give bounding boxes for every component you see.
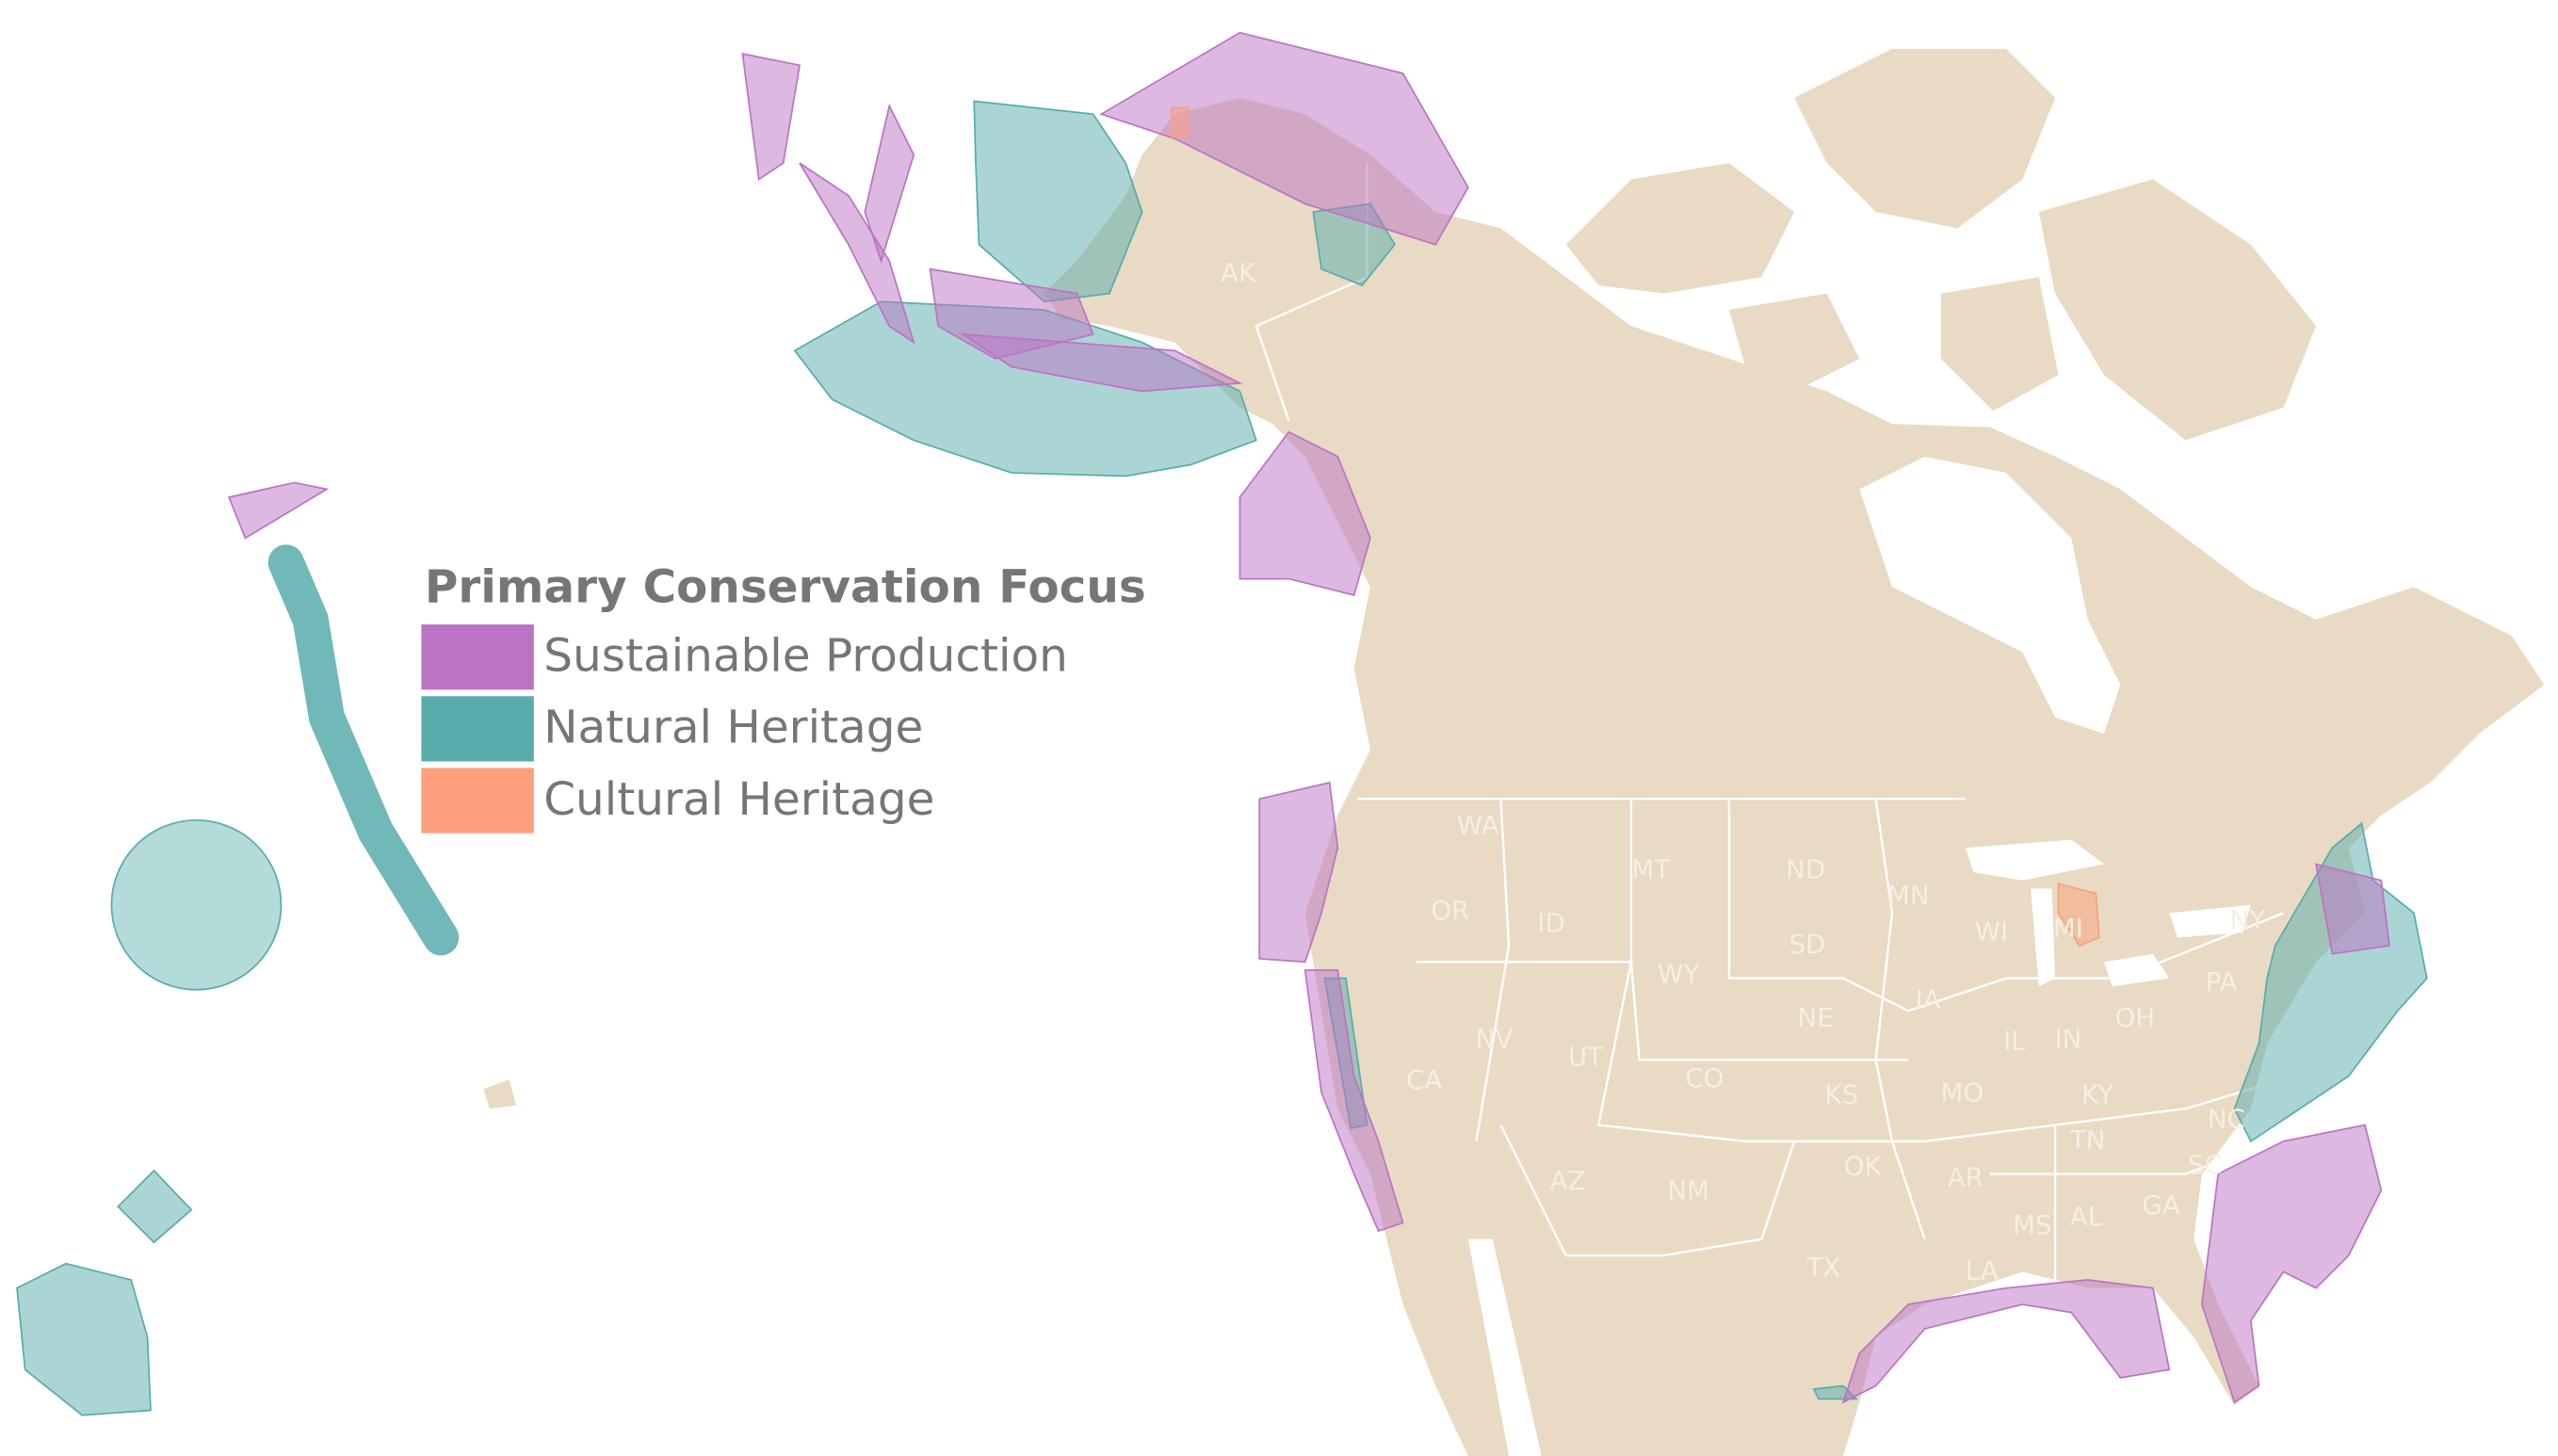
conservation-area bbox=[1239, 430, 1371, 596]
border bbox=[1596, 799, 1925, 1143]
conservation-area bbox=[973, 100, 1143, 303]
state-label: MS bbox=[2013, 1209, 2051, 1240]
conservation-area bbox=[2201, 1124, 2383, 1404]
state-label: ID bbox=[1537, 908, 1565, 939]
conservation-area bbox=[16, 1262, 152, 1416]
landmass bbox=[1728, 293, 1860, 392]
water bbox=[1859, 456, 2121, 735]
state-label: SC bbox=[2188, 1149, 2223, 1180]
state-label: MN bbox=[1887, 880, 1930, 911]
legend-swatch bbox=[421, 696, 534, 762]
state-label: WA bbox=[1457, 810, 1499, 841]
border bbox=[1475, 799, 1511, 1142]
landmass bbox=[483, 1079, 516, 1109]
border bbox=[1874, 799, 1926, 1240]
conservation-area bbox=[117, 1169, 193, 1244]
legend: Primary Conservation Focus Sustainable P… bbox=[421, 561, 1146, 833]
state-label: AZ bbox=[1549, 1165, 1585, 1196]
state-label: AL bbox=[2070, 1201, 2103, 1232]
legend-label: Sustainable Production bbox=[543, 629, 1068, 682]
state-label: TN bbox=[2069, 1124, 2106, 1156]
conservation-area bbox=[799, 162, 915, 345]
state-label: CO bbox=[1685, 1062, 1724, 1093]
state-label: AR bbox=[1948, 1162, 1983, 1193]
landmass bbox=[1565, 163, 1795, 294]
water bbox=[2031, 888, 2056, 987]
state-label: SD bbox=[1789, 929, 1825, 960]
conservation-area bbox=[741, 53, 801, 181]
legend-swatch bbox=[421, 768, 534, 833]
conservation-area bbox=[110, 818, 283, 991]
state-label: NV bbox=[1476, 1024, 1514, 1055]
state-label: NC bbox=[2208, 1103, 2245, 1134]
conservation-area bbox=[864, 103, 915, 264]
state-label: TX bbox=[1805, 1252, 1840, 1283]
border bbox=[1499, 1124, 1796, 1257]
border bbox=[1727, 799, 2007, 1012]
legend-label: Natural Heritage bbox=[543, 702, 923, 754]
landmass bbox=[1940, 277, 2059, 412]
state-label: NY bbox=[2230, 904, 2266, 935]
state-label: KS bbox=[1824, 1078, 1858, 1109]
landmass bbox=[1794, 48, 2056, 229]
border bbox=[1924, 1083, 2268, 1143]
state-label: GA bbox=[2142, 1189, 2179, 1221]
conservation-area bbox=[227, 481, 330, 540]
conservation-area bbox=[1303, 969, 1404, 1233]
state-label: MO bbox=[1941, 1077, 1984, 1108]
state-labels: AK WA OR ID MT ND MN SD WY WI MI NY PA IA NE NV UT CO IL IN… bbox=[1221, 257, 2265, 1286]
state-label: LA bbox=[1966, 1254, 1999, 1286]
water bbox=[1467, 1238, 1542, 1456]
conservation-area bbox=[959, 332, 1243, 393]
state-label: PA bbox=[2206, 966, 2238, 997]
state-label: AK bbox=[1221, 257, 1256, 288]
state-label: IA bbox=[1915, 984, 1940, 1015]
conservation-areas bbox=[16, 31, 2428, 1416]
state-label: OK bbox=[1844, 1151, 1883, 1182]
landmass bbox=[2348, 619, 2480, 718]
state-label: WY bbox=[1658, 958, 1699, 989]
state-label: IL bbox=[2003, 1025, 2026, 1056]
border bbox=[2006, 912, 2284, 979]
state-label: CA bbox=[1406, 1064, 1442, 1095]
state-label: MT bbox=[1631, 853, 1670, 884]
land bbox=[483, 48, 2545, 1456]
conservation-area bbox=[1170, 106, 1189, 138]
landmass bbox=[1044, 97, 2545, 1456]
state-label: ND bbox=[1786, 853, 1825, 884]
state-label: OH bbox=[2115, 1002, 2156, 1033]
conservation-area bbox=[2057, 882, 2100, 947]
conservation-area bbox=[2314, 863, 2390, 955]
state-borders bbox=[1255, 163, 2284, 1288]
state-label: MI bbox=[2053, 913, 2083, 944]
state-label: NE bbox=[1797, 1002, 1833, 1033]
state-label: KY bbox=[2081, 1078, 2113, 1109]
water bbox=[1965, 839, 2105, 881]
legend-title: Primary Conservation Focus bbox=[425, 561, 1146, 614]
conservation-area bbox=[1258, 781, 1339, 963]
state-label: OR bbox=[1431, 895, 1469, 926]
landmass bbox=[2038, 179, 2317, 441]
conservation-area bbox=[1099, 31, 1469, 246]
legend-swatch bbox=[421, 624, 534, 690]
legend-label: Cultural Heritage bbox=[543, 773, 934, 826]
conservation-area bbox=[1841, 1279, 2171, 1404]
state-label: IN bbox=[2054, 1024, 2081, 1055]
state-label: UT bbox=[1568, 1042, 1603, 1073]
conservation-area bbox=[267, 544, 460, 956]
water bbox=[2169, 904, 2251, 938]
border bbox=[1416, 961, 1909, 1061]
state-label: WI bbox=[1975, 915, 2009, 946]
state-label: NM bbox=[1667, 1175, 1709, 1206]
